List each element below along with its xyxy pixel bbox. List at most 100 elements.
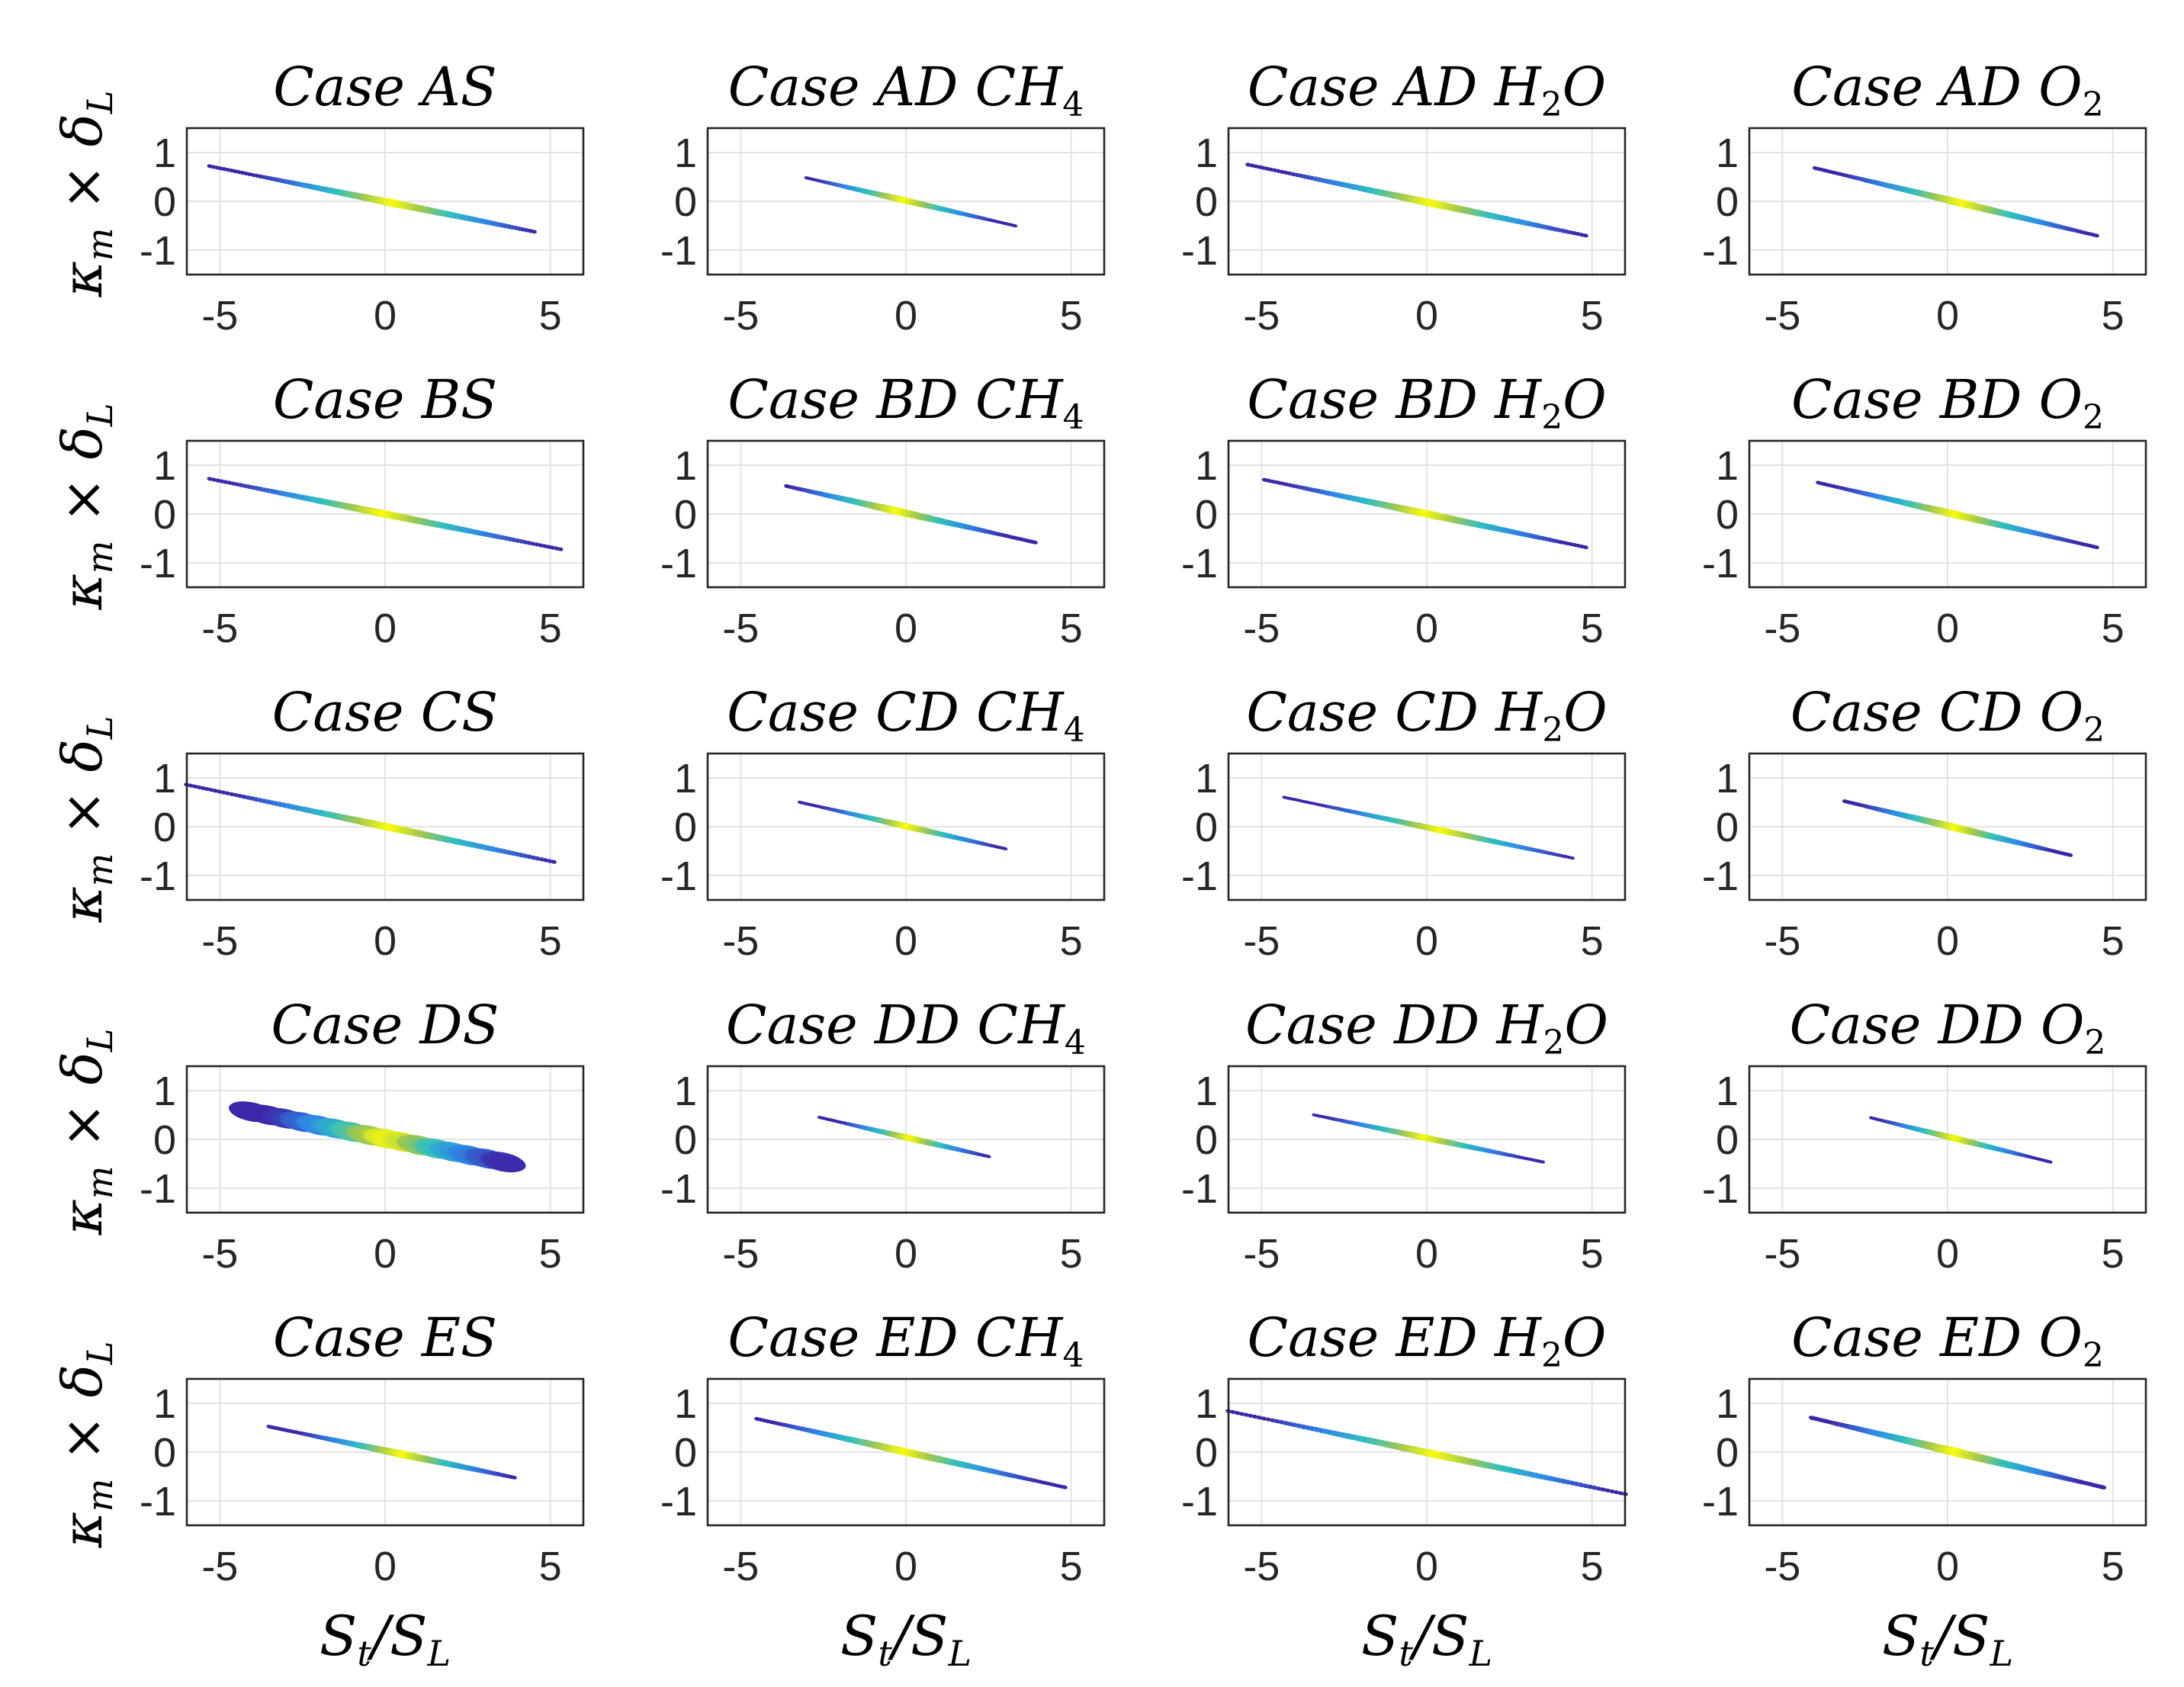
x-tick-label: 0 xyxy=(1415,918,1438,964)
data-points xyxy=(797,800,1008,850)
data-point xyxy=(1256,1415,1263,1420)
y-tick-label: -1 xyxy=(140,1479,176,1525)
data-point xyxy=(1032,540,1038,545)
x-tick-label: 0 xyxy=(374,293,397,339)
x-axis-label: St/SL xyxy=(1361,1604,1492,1674)
y-tick-label: -1 xyxy=(1702,853,1739,899)
data-points xyxy=(1812,165,2099,238)
x-tick-label: -5 xyxy=(1764,293,1800,339)
y-tick-label: 0 xyxy=(1195,492,1218,538)
x-tick-label: 5 xyxy=(539,1231,562,1277)
x-tick-label: -5 xyxy=(1243,293,1280,339)
axes-frame xyxy=(185,1377,585,1527)
x-tick-label: 5 xyxy=(1060,293,1083,339)
x-tick-label: -5 xyxy=(722,1544,759,1589)
data-point xyxy=(1229,1409,1236,1414)
x-tick-label: -5 xyxy=(1243,606,1280,651)
subplot-title: Case BD O2 xyxy=(1791,368,2104,437)
y-tick-label: 0 xyxy=(1195,1430,1218,1476)
y-tick-label: 0 xyxy=(153,179,176,225)
y-tick-label: 0 xyxy=(674,805,697,850)
data-points xyxy=(228,1101,526,1173)
x-tick-label: 0 xyxy=(894,293,917,339)
x-tick-label: 0 xyxy=(894,606,917,651)
x-tick-label: 5 xyxy=(1060,1231,1083,1277)
y-tick-label: 1 xyxy=(1195,443,1218,489)
data-points xyxy=(266,1425,517,1480)
subplot-title: Case ED O2 xyxy=(1791,1306,2104,1375)
y-tick-label: 1 xyxy=(1716,756,1739,802)
y-tick-label: 1 xyxy=(1195,756,1218,802)
x-tick-label: -5 xyxy=(1243,1544,1280,1589)
x-tick-label: 5 xyxy=(539,606,562,651)
data-point xyxy=(551,860,557,864)
y-tick-label: -1 xyxy=(660,1166,697,1212)
y-tick-label: 0 xyxy=(1716,805,1739,850)
subplot-title: Case AD H2O xyxy=(1248,56,1606,124)
x-tick-label: 0 xyxy=(1936,606,1959,651)
y-tick-label: 1 xyxy=(674,1068,697,1114)
subplot-title: Case ES xyxy=(273,1306,497,1369)
data-points xyxy=(817,1116,991,1158)
data-point xyxy=(1608,1489,1615,1493)
subplot-title: Case CD H2O xyxy=(1246,681,1607,750)
axes-frame xyxy=(1748,1065,2147,1214)
data-point xyxy=(1002,847,1008,850)
subplot-title: Case DD H2O xyxy=(1245,994,1608,1062)
x-tick-label: -5 xyxy=(201,1231,238,1277)
subplot-title: Case CD CH4 xyxy=(727,681,1084,750)
axes-frame xyxy=(1227,1065,1627,1214)
x-axis-label: St/SL xyxy=(840,1604,972,1674)
y-tick-label: 1 xyxy=(1716,1381,1739,1427)
y-tick-label: -1 xyxy=(660,541,697,586)
x-tick-label: -5 xyxy=(201,606,238,651)
data-point xyxy=(1012,223,1018,228)
y-tick-label: -1 xyxy=(1181,853,1218,899)
y-tick-label: 0 xyxy=(1195,805,1218,850)
y-tick-label: 1 xyxy=(1716,443,1739,489)
subplot-title: Case BD H2O xyxy=(1247,368,1606,437)
x-tick-label: 5 xyxy=(2102,293,2125,339)
y-tick-label: 1 xyxy=(674,1381,697,1427)
data-point xyxy=(2093,545,2099,550)
data-points xyxy=(1868,1116,2053,1164)
y-tick-label: -1 xyxy=(660,228,697,274)
axes-frame xyxy=(1748,752,2147,901)
y-tick-label: -1 xyxy=(1702,1166,1739,1212)
x-tick-label: 5 xyxy=(2102,606,2125,651)
y-tick-label: -1 xyxy=(1702,541,1739,586)
y-tick-label: 1 xyxy=(674,756,697,802)
y-tick-label: 1 xyxy=(1716,130,1739,176)
y-tick-label: 1 xyxy=(153,1068,176,1114)
x-tick-label: 0 xyxy=(1415,1544,1438,1589)
data-point xyxy=(531,230,537,234)
y-tick-label: 0 xyxy=(674,492,697,538)
y-tick-label: -1 xyxy=(140,1166,176,1212)
subplot-title: Case AD CH4 xyxy=(728,56,1084,124)
x-tick-label: 5 xyxy=(1581,1231,1604,1277)
x-tick-label: 0 xyxy=(1415,606,1438,651)
axes-frame xyxy=(185,127,585,276)
data-point xyxy=(2093,233,2099,238)
y-tick-label: 1 xyxy=(1195,1068,1218,1114)
data-point xyxy=(2099,1485,2107,1490)
axes-frame xyxy=(706,752,1106,901)
subplot-title: Case ED H2O xyxy=(1248,1306,1607,1375)
data-points xyxy=(1225,1409,1628,1496)
y-tick-label: 0 xyxy=(1716,1117,1739,1163)
data-point xyxy=(1248,1413,1254,1418)
x-tick-label: 0 xyxy=(1936,293,1959,339)
x-tick-label: 0 xyxy=(1936,918,1959,964)
axes-frame xyxy=(1227,439,1627,589)
x-tick-label: 0 xyxy=(1415,293,1438,339)
subplot-title: Case DS xyxy=(271,994,499,1056)
y-tick-label: 1 xyxy=(1716,1068,1739,1114)
x-tick-label: 0 xyxy=(894,1544,917,1589)
axes-frame xyxy=(706,439,1106,589)
